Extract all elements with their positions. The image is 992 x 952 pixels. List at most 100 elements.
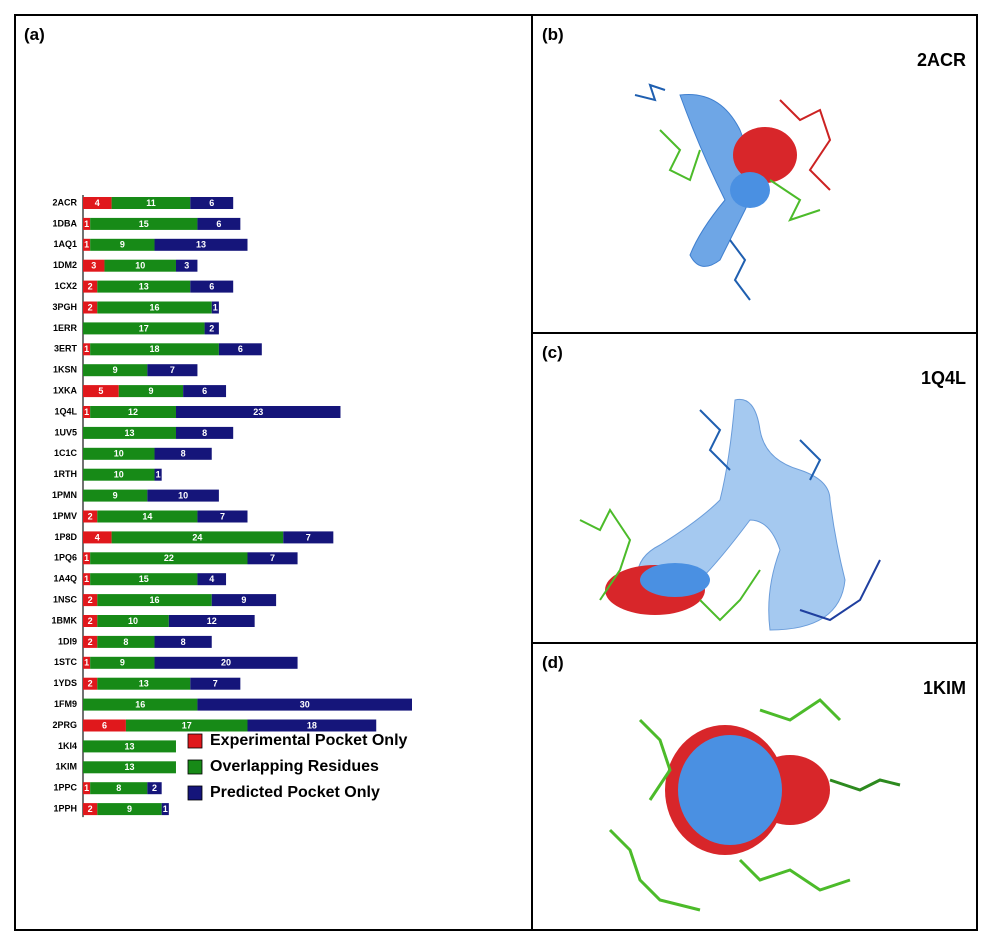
bar-segment xyxy=(183,385,227,398)
bar-segment xyxy=(83,510,98,523)
segment-label: 10 xyxy=(135,261,145,271)
segment-label: 13 xyxy=(124,428,134,438)
bar-segment xyxy=(197,217,241,230)
bar-segment xyxy=(83,217,91,230)
legend-swatch xyxy=(187,733,203,749)
bar-segment xyxy=(175,406,341,418)
legend-swatch xyxy=(187,759,203,775)
bar-segment xyxy=(90,238,155,251)
molecule-image xyxy=(608,698,901,912)
bar-segment xyxy=(83,468,155,481)
bar-segment xyxy=(147,782,162,795)
segment-label: 10 xyxy=(114,449,124,459)
segment-label: 1 xyxy=(163,804,168,814)
category-label: 1DBA xyxy=(52,218,77,228)
bar-segment xyxy=(83,635,98,648)
segment-label: 24 xyxy=(192,532,202,542)
segment-label: 2 xyxy=(88,637,93,647)
segment-label: 1 xyxy=(84,240,89,250)
category-label: 3ERT xyxy=(54,344,78,354)
category-label: 1NSC xyxy=(53,594,78,604)
molecule-image xyxy=(634,83,832,301)
segment-label: 8 xyxy=(116,783,121,793)
bar-segment xyxy=(161,803,169,816)
segment-label: 2 xyxy=(88,595,93,605)
segment-label: 1 xyxy=(84,344,89,354)
bar-segment xyxy=(83,489,148,502)
bar-segment xyxy=(90,406,176,418)
segment-label: 6 xyxy=(216,219,221,229)
segment-label: 3 xyxy=(91,261,96,271)
bar-segment xyxy=(83,426,176,439)
category-label: 1BMK xyxy=(51,615,77,625)
segment-label: 5 xyxy=(98,386,103,396)
bar-segment xyxy=(218,343,262,356)
segment-label: 15 xyxy=(139,574,149,584)
bar-segment xyxy=(147,364,198,377)
segment-label: 9 xyxy=(127,804,132,814)
category-label: 1CX2 xyxy=(54,281,77,291)
bar-segment xyxy=(83,197,112,209)
bar-segment xyxy=(97,301,212,314)
bar-segment xyxy=(90,782,148,795)
bar-segment xyxy=(97,280,191,293)
bar-segment xyxy=(83,238,91,251)
bar-segment xyxy=(111,531,284,544)
panel-label: (c) xyxy=(542,343,563,362)
bar-segment xyxy=(190,280,234,293)
category-label: 1C1C xyxy=(54,448,78,458)
bar-segment xyxy=(111,197,191,209)
bar-segment xyxy=(197,510,248,523)
segment-label: 3 xyxy=(184,261,189,271)
bar-segment xyxy=(154,635,212,648)
segment-label: 9 xyxy=(113,365,118,375)
bar-segment xyxy=(154,447,212,460)
bar-segment xyxy=(190,677,241,690)
segment-label: 12 xyxy=(128,407,138,417)
bar-segment xyxy=(97,615,169,627)
bar-segment xyxy=(154,656,298,669)
bar-segment xyxy=(83,364,148,377)
segment-label: 1 xyxy=(156,470,161,480)
category-label: 1PPH xyxy=(53,803,77,813)
segment-label: 4 xyxy=(95,198,100,208)
segment-label: 4 xyxy=(209,574,214,584)
legend-label: Overlapping Residues xyxy=(210,758,379,775)
segment-label: 2 xyxy=(209,323,214,333)
panel-title: 1Q4L xyxy=(921,368,966,388)
category-label: 1STC xyxy=(54,657,78,667)
segment-label: 2 xyxy=(88,804,93,814)
category-label: 1PPC xyxy=(53,783,77,793)
segment-label: 17 xyxy=(139,323,149,333)
segment-label: 9 xyxy=(148,386,153,396)
bar-segment xyxy=(90,552,248,565)
bar-segment xyxy=(83,447,155,460)
segment-label: 2 xyxy=(88,679,93,689)
segment-label: 10 xyxy=(178,490,188,500)
category-label: 1XKA xyxy=(53,385,78,395)
bar-segment xyxy=(118,385,184,398)
category-label: 2ACR xyxy=(52,197,77,207)
bar-segment xyxy=(247,552,298,565)
bar-segment xyxy=(90,573,198,586)
bar-segment xyxy=(97,803,162,816)
bar-segment xyxy=(97,510,198,523)
bar-segment xyxy=(83,573,91,586)
segment-label: 7 xyxy=(220,511,225,521)
segment-label: 7 xyxy=(270,553,275,563)
bar-segment xyxy=(83,677,98,690)
segment-label: 2 xyxy=(88,281,93,291)
bar-segment xyxy=(83,531,112,544)
category-label: 1FM9 xyxy=(54,699,77,709)
segment-label: 12 xyxy=(207,616,217,626)
bar-segment xyxy=(211,301,219,314)
segment-label: 10 xyxy=(114,470,124,480)
segment-label: 1 xyxy=(84,574,89,584)
segment-label: 6 xyxy=(202,386,207,396)
category-label: 1DM2 xyxy=(53,260,77,270)
segment-label: 2 xyxy=(88,302,93,312)
bar-segment xyxy=(154,238,248,251)
segment-label: 14 xyxy=(142,511,152,521)
bar-segment xyxy=(83,385,119,398)
bar-segment xyxy=(204,322,219,335)
